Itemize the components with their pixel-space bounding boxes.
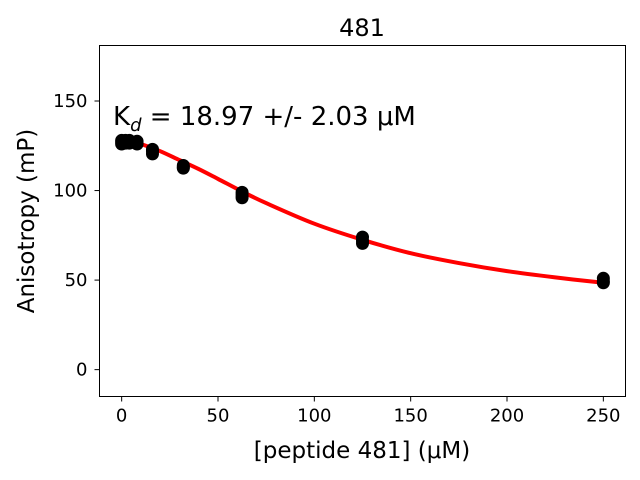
- y-axis-label: Anisotropy (mP): [14, 129, 40, 314]
- data-point: [145, 147, 159, 161]
- kd-annotation-text: = 18.97 +/- 2.03 μM: [142, 102, 416, 132]
- data-point: [596, 276, 610, 290]
- y-tick-label: 0: [76, 360, 87, 381]
- y-tick-label: 100: [53, 181, 87, 202]
- x-tick-label: 100: [297, 406, 331, 427]
- data-points-layer: [115, 133, 610, 290]
- chart-title: 481: [339, 14, 385, 42]
- y-axis-ticks: 0 50 100 150: [53, 91, 100, 381]
- plot-frame: [99, 45, 626, 397]
- x-tick-label: 50: [207, 406, 230, 427]
- fit-curve-layer: [119, 138, 606, 285]
- y-tick-label: 150: [53, 91, 87, 112]
- data-point: [176, 161, 190, 175]
- data-point: [130, 137, 144, 151]
- kd-annotation-subscript: d: [130, 115, 142, 136]
- x-tick-label: 0: [116, 406, 127, 427]
- x-axis-ticks: 0 50 100 150 200 250: [116, 396, 621, 427]
- kd-annotation: Kd = 18.97 +/- 2.03 μM: [113, 102, 416, 136]
- x-axis-label: [peptide 481] (μM): [254, 438, 470, 464]
- x-tick-label: 200: [490, 406, 524, 427]
- data-point: [356, 236, 369, 250]
- x-tick-label: 150: [393, 406, 427, 427]
- kd-annotation-prefix: K: [113, 102, 131, 132]
- x-tick-label: 250: [586, 406, 620, 427]
- data-point: [235, 191, 249, 205]
- y-tick-label: 50: [65, 270, 88, 291]
- fit-curve-line: [119, 138, 606, 285]
